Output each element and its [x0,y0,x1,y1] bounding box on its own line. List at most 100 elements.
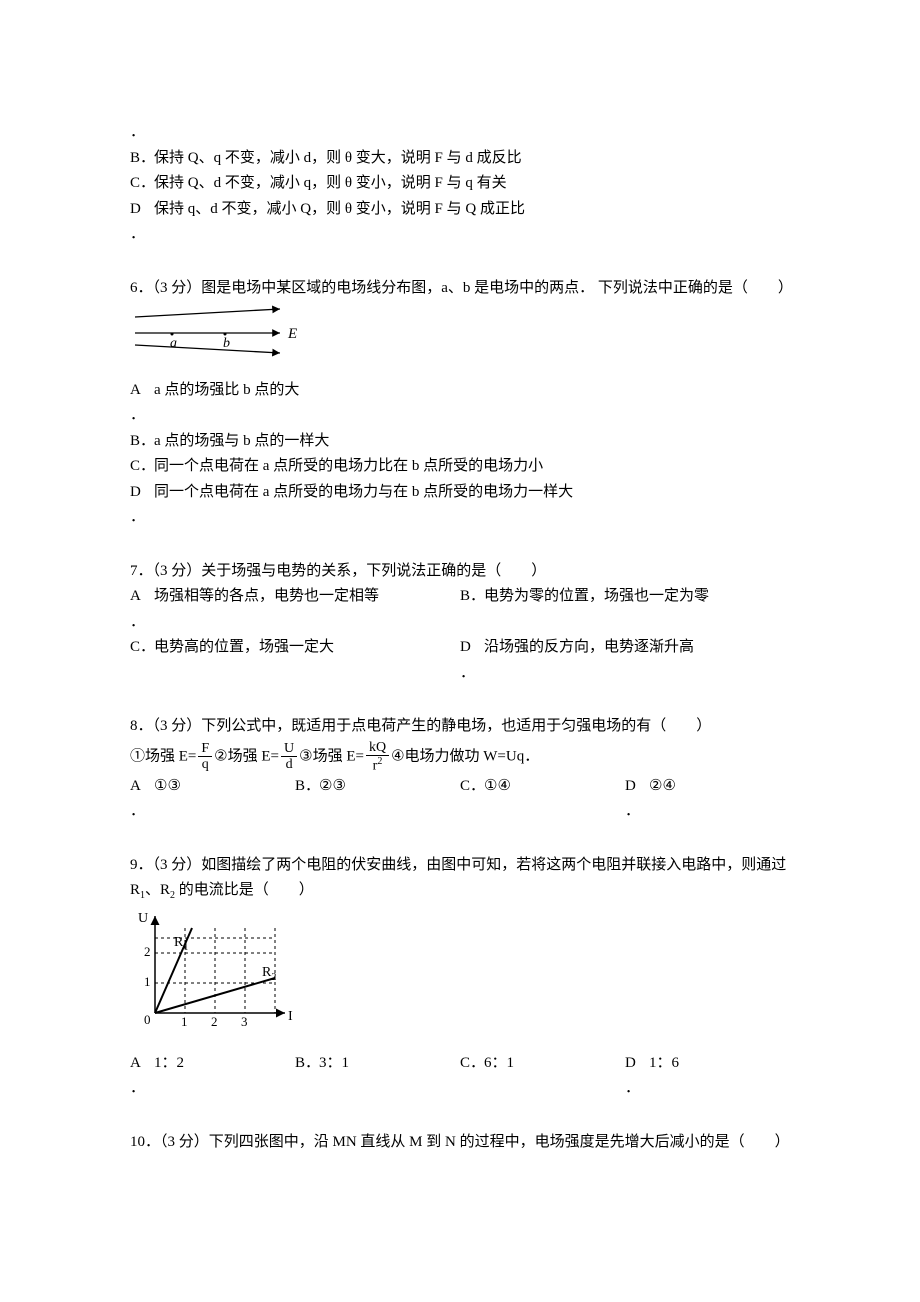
axis-U: U [138,911,148,926]
formula-3-prefix: ③场强 E= [299,748,364,764]
option-label: D [130,480,154,506]
formula-4: ④电场力做功 W=Uq． [391,748,539,764]
option-c: C． 6：1 [460,1051,625,1077]
option-text: a 点的场强与 b 点的一样大 [154,429,790,455]
option-text: 同一个点电荷在 a 点所受的电场力比在 b 点所受的电场力小 [154,454,790,480]
option-row: A 1：2 B． 3：1 C． 6：1 D 1：6 [130,1051,790,1077]
option-text: 沿场强的反方向，电势逐渐升高 [484,635,790,661]
option-a: A a 点的场强比 b 点的大 [130,378,790,404]
option-label: C． [460,774,484,800]
option-c: C． 电势高的位置，场强一定大 [130,635,460,661]
svg-text:1: 1 [144,974,151,989]
option-label: D [625,774,649,800]
option-text: 电势为零的位置，场强也一定为零 [484,584,790,610]
option-text: 3：1 [319,1051,460,1077]
formula-line: ①场强 E=Fq②场强 E=Ud③场强 E=kQr2④电场力做功 W=Uq． [130,740,790,774]
option-text: 场强相等的各点，电势也一定相等 [154,584,460,610]
option-c: C． ①④ [460,774,625,800]
option-label: D [130,197,154,223]
option-label: C． [460,1051,484,1077]
label-b: b [223,336,230,351]
question-8: 8．（3 分）下列公式中，既适用于点电荷产生的静电场，也适用于匀强电场的有（ ）… [130,714,790,825]
iv-graph-figure: U I 0 1 2 1 2 3 R1 R2 [130,908,790,1043]
option-text: ②③ [319,774,460,800]
label-E: E [287,326,297,342]
page: ． B． 保持 Q、q 不变，减小 d，则 θ 变大，说明 F 与 d 成反比 … [0,0,920,1263]
option-dot: ． [130,1076,154,1102]
option-dot-row: ． ． [130,1076,790,1102]
option-dot-row: ． [130,610,790,636]
option-text: 1：2 [154,1051,295,1077]
option-text: 保持 Q、q 不变，减小 d，则 θ 变大，说明 F 与 d 成反比 [154,146,790,172]
option-label: A [130,774,154,800]
option-label: A [130,584,154,610]
option-text: 6：1 [484,1051,625,1077]
option-label: ． [130,222,154,248]
field-lines-figure: a b E [130,305,790,370]
option-text: ②④ [649,774,790,800]
fraction-2: Ud [281,741,297,773]
option-label: C． [130,635,154,661]
option-d: D 沿场强的反方向，电势逐渐升高 [460,635,790,661]
option-d: D 1：6 [625,1051,790,1077]
option-c: C． 同一个点电荷在 a 点所受的电场力比在 b 点所受的电场力小 [130,454,790,480]
option-dot: ． [130,222,790,248]
svg-text:2: 2 [211,1014,218,1029]
option-c: C． 保持 Q、d 不变，减小 q，则 θ 变小，说明 F 与 q 有关 [130,171,790,197]
option-label: B． [130,429,154,455]
option-label: A [130,378,154,404]
axis-I: I [288,1009,293,1024]
option-label: B． [295,1051,319,1077]
option-dot: ． [130,505,790,531]
option-label: B． [460,584,484,610]
option-dot: ． [130,120,790,146]
label-a: a [170,336,177,351]
option-row-1: A 场强相等的各点，电势也一定相等 B． 电势为零的位置，场强也一定为零 [130,584,790,610]
option-a: A ①③ [130,774,295,800]
option-label: C． [130,454,154,480]
option-row: A ①③ B． ②③ C． ①④ D ②④ [130,774,790,800]
option-text: 同一个点电荷在 a 点所受的电场力与在 b 点所受的电场力一样大 [154,480,790,506]
question-stem: 7．（3 分）关于场强与电势的关系，下列说法正确的是（ ） [130,559,790,585]
option-dot-row: ． ． [130,799,790,825]
option-a: A 1：2 [130,1051,295,1077]
option-b: B． a 点的场强与 b 点的一样大 [130,429,790,455]
option-b: B． ②③ [295,774,460,800]
question-stem: 10．（3 分）下列四张图中，沿 MN 直线从 M 到 N 的过程中，电场强度是… [130,1130,790,1156]
option-b: B． 3：1 [295,1051,460,1077]
option-text: 保持 q、d 不变，减小 Q，则 θ 变小，说明 F 与 Q 成正比 [154,197,790,223]
option-b: B． 保持 Q、q 不变，减小 d，则 θ 变大，说明 F 与 d 成反比 [130,146,790,172]
option-text: 保持 Q、d 不变，减小 q，则 θ 变小，说明 F 与 q 有关 [154,171,790,197]
option-d: D ②④ [625,774,790,800]
fraction-1: Fq [198,741,212,773]
option-d: D 保持 q、d 不变，减小 Q，则 θ 变小，说明 F 与 Q 成正比 [130,197,790,223]
question-5-options-tail: ． B． 保持 Q、q 不变，减小 d，则 θ 变大，说明 F 与 d 成反比 … [130,120,790,248]
option-text: ①④ [484,774,625,800]
option-label: ． [130,403,154,429]
question-10: 10．（3 分）下列四张图中，沿 MN 直线从 M 到 N 的过程中，电场强度是… [130,1130,790,1156]
fraction-3: kQr2 [366,740,389,774]
option-dot: ． [130,610,154,636]
question-7: 7．（3 分）关于场强与电势的关系，下列说法正确的是（ ） A 场强相等的各点，… [130,559,790,687]
option-label: D [460,635,484,661]
option-dot: ． [625,799,649,825]
option-label: ． [130,120,154,146]
question-stem: 8．（3 分）下列公式中，既适用于点电荷产生的静电场，也适用于匀强电场的有（ ） [130,714,790,740]
question-9: 9．（3 分）如图描绘了两个电阻的伏安曲线，由图中可知，若将这两个电阻并联接入电… [130,853,790,1102]
option-row-2: C． 电势高的位置，场强一定大 D 沿场强的反方向，电势逐渐升高 [130,635,790,661]
option-label: C． [130,171,154,197]
option-label: B． [295,774,319,800]
option-a: A 场强相等的各点，电势也一定相等 [130,584,460,610]
svg-text:1: 1 [181,1014,188,1029]
option-dot: ． [130,799,154,825]
svg-text:3: 3 [241,1014,248,1029]
option-label: ． [130,505,154,531]
option-dot: ． [460,661,484,687]
question-6: 6．（3 分）图是电场中某区域的电场线分布图，a、b 是电场中的两点． 下列说法… [130,276,790,531]
option-b: B． 电势为零的位置，场强也一定为零 [460,584,790,610]
option-text: a 点的场强比 b 点的大 [154,378,790,404]
option-label: A [130,1051,154,1077]
svg-text:2: 2 [144,944,151,959]
option-dot: ． [625,1076,649,1102]
question-stem: 9．（3 分）如图描绘了两个电阻的伏安曲线，由图中可知，若将这两个电阻并联接入电… [130,853,790,905]
